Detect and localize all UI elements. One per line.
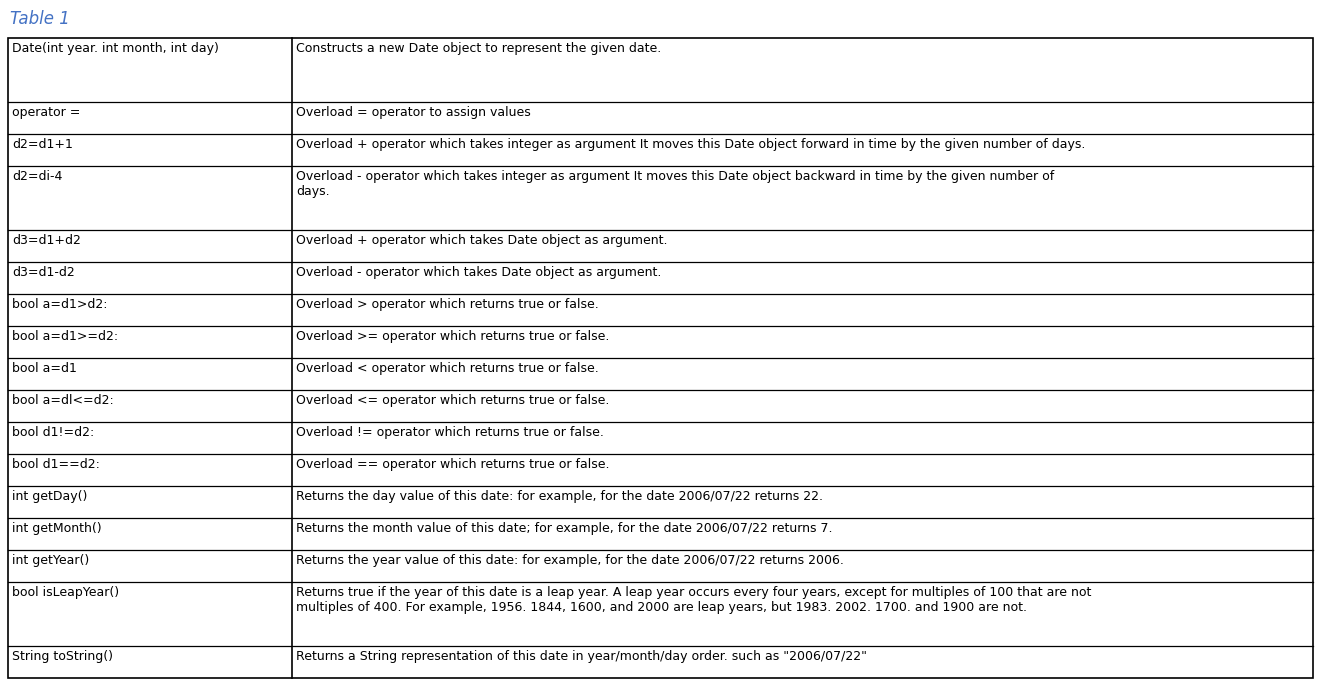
Text: Overload + operator which takes Date object as argument.: Overload + operator which takes Date obj… <box>297 234 667 247</box>
Text: Returns the day value of this date: for example, for the date 2006/07/22 returns: Returns the day value of this date: for … <box>297 490 823 503</box>
Text: Overload >= operator which returns true or false.: Overload >= operator which returns true … <box>297 330 609 343</box>
Text: String toString(): String toString() <box>12 650 113 663</box>
Text: Overload <= operator which returns true or false.: Overload <= operator which returns true … <box>297 394 609 407</box>
Text: operator =: operator = <box>12 106 80 119</box>
Text: Overload = operator to assign values: Overload = operator to assign values <box>297 106 532 119</box>
Text: d2=d1+1: d2=d1+1 <box>12 138 73 151</box>
Text: Returns a String representation of this date in year/month/day order. such as "2: Returns a String representation of this … <box>297 650 868 663</box>
Text: d3=d1-d2: d3=d1-d2 <box>12 266 75 279</box>
Text: bool a=d1: bool a=d1 <box>12 362 77 375</box>
Text: Overload != operator which returns true or false.: Overload != operator which returns true … <box>297 426 604 439</box>
Text: int getDay(): int getDay() <box>12 490 87 503</box>
Text: Overload == operator which returns true or false.: Overload == operator which returns true … <box>297 458 609 471</box>
Text: bool a=dl<=d2:: bool a=dl<=d2: <box>12 394 113 407</box>
Text: Overload + operator which takes integer as argument It moves this Date object fo: Overload + operator which takes integer … <box>297 138 1086 151</box>
Text: Overload - operator which takes Date object as argument.: Overload - operator which takes Date obj… <box>297 266 662 279</box>
Text: Table 1: Table 1 <box>11 10 70 28</box>
Text: Overload < operator which returns true or false.: Overload < operator which returns true o… <box>297 362 599 375</box>
Text: bool a=d1>d2:: bool a=d1>d2: <box>12 298 108 311</box>
Text: Overload - operator which takes integer as argument It moves this Date object ba: Overload - operator which takes integer … <box>297 170 1055 198</box>
Text: bool d1!=d2:: bool d1!=d2: <box>12 426 94 439</box>
Text: Overload > operator which returns true or false.: Overload > operator which returns true o… <box>297 298 599 311</box>
Text: d3=d1+d2: d3=d1+d2 <box>12 234 80 247</box>
Text: Returns the year value of this date: for example, for the date 2006/07/22 return: Returns the year value of this date: for… <box>297 554 844 567</box>
Text: Date(int year. int month, int day): Date(int year. int month, int day) <box>12 42 219 55</box>
Text: int getYear(): int getYear() <box>12 554 90 567</box>
Text: bool isLeapYear(): bool isLeapYear() <box>12 586 119 599</box>
Text: bool d1==d2:: bool d1==d2: <box>12 458 100 471</box>
Text: Returns the month value of this date; for example, for the date 2006/07/22 retur: Returns the month value of this date; fo… <box>297 522 834 535</box>
Text: Returns true if the year of this date is a leap year. A leap year occurs every f: Returns true if the year of this date is… <box>297 586 1092 614</box>
Text: d2=di-4: d2=di-4 <box>12 170 62 183</box>
Text: bool a=d1>=d2:: bool a=d1>=d2: <box>12 330 119 343</box>
Text: int getMonth(): int getMonth() <box>12 522 102 535</box>
Text: Constructs a new Date object to represent the given date.: Constructs a new Date object to represen… <box>297 42 662 55</box>
